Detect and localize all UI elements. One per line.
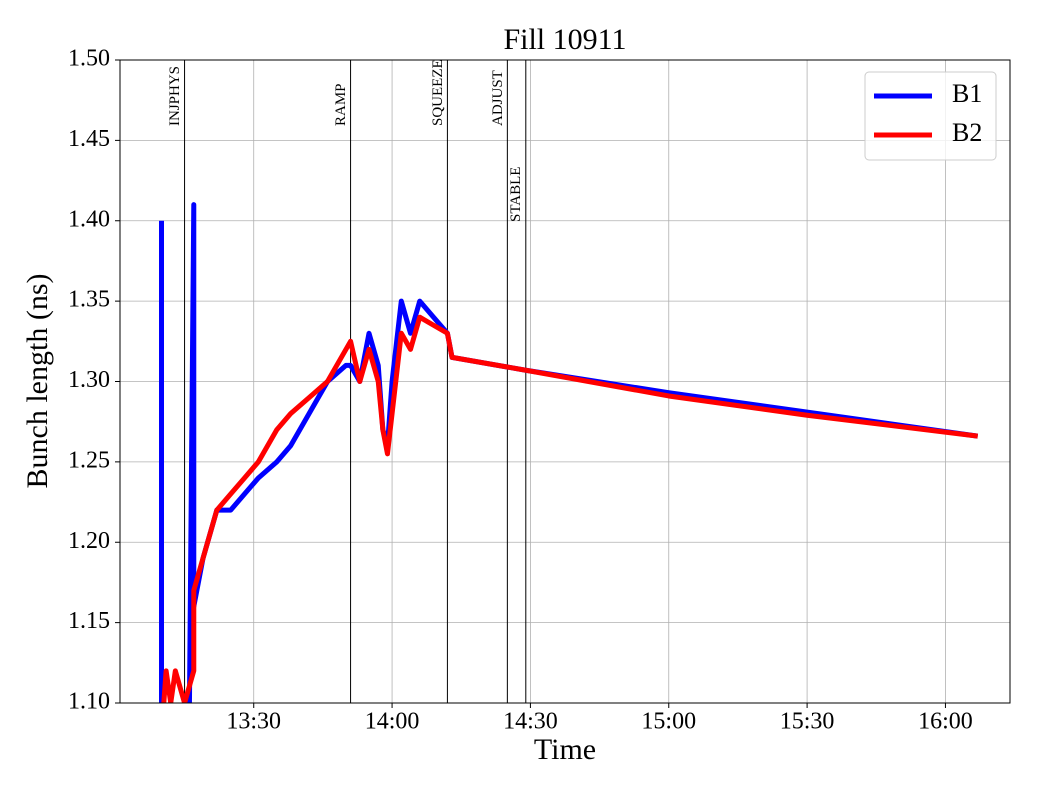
x-tick-label: 15:00: [641, 709, 696, 735]
y-tick-label: 1.50: [68, 46, 110, 72]
chart-title: Fill 10911: [503, 23, 626, 56]
event-label: SQUEEZE: [430, 59, 446, 126]
event-label: RAMP: [333, 83, 349, 126]
y-tick-label: 1.15: [68, 608, 110, 634]
y-tick-label: 1.30: [68, 367, 110, 393]
y-tick-label: 1.10: [68, 689, 110, 715]
plot-frame: [119, 59, 1011, 704]
y-tick-label: 1.40: [68, 206, 110, 232]
x-tick-label: 13:30: [226, 709, 281, 735]
x-tick-label: 14:00: [365, 709, 420, 735]
x-tick-label: 14:30: [503, 709, 558, 735]
legend-label: B1: [952, 79, 982, 108]
plot-area: [159, 202, 979, 703]
event-label: INJPHYS: [167, 66, 183, 126]
y-tick-label: 1.45: [68, 126, 110, 152]
data-line: [159, 202, 979, 703]
y-tick-label: 1.35: [68, 287, 110, 313]
y-axis-label: Bunch length (ns): [21, 274, 54, 489]
data-line: [161, 314, 979, 703]
y-tick-label: 1.25: [68, 447, 110, 473]
event-label: STABLE: [508, 167, 524, 222]
legend-label: B2: [952, 118, 982, 147]
y-tick-label: 1.20: [68, 528, 110, 554]
event-label: ADJUST: [490, 70, 506, 126]
x-tick-label: 16:00: [918, 709, 973, 735]
x-tick-label: 15:30: [780, 709, 835, 735]
x-axis-label: Time: [534, 733, 596, 766]
